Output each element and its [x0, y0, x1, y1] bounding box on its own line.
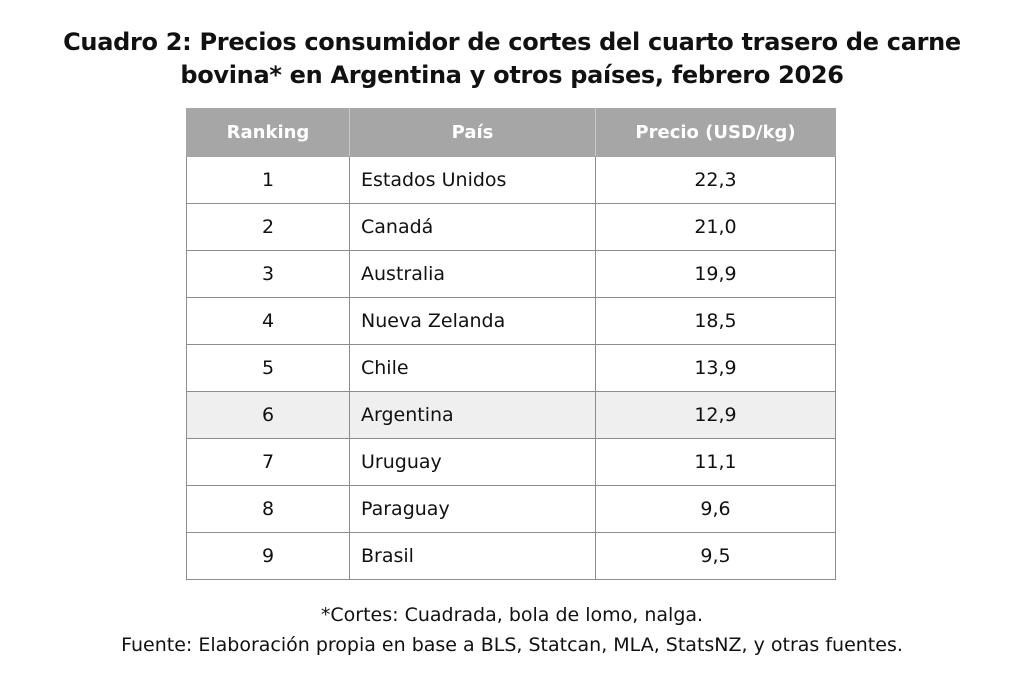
rank-cell: 7 — [186, 438, 350, 486]
column-header-price: Precio (USD/kg) — [595, 108, 836, 157]
rank-cell: 9 — [186, 532, 350, 580]
price-cell: 9,5 — [595, 532, 836, 580]
country-cell: Argentina — [349, 391, 596, 439]
price-cell: 22,3 — [595, 156, 836, 204]
column-header-country: País — [349, 108, 596, 157]
table-title-line-2: bovina* en Argentina y otros países, feb… — [180, 61, 844, 89]
table-row: 7 Uruguay 11,1 — [186, 438, 836, 486]
rank-cell: 5 — [186, 344, 350, 392]
country-cell: Estados Unidos — [349, 156, 596, 204]
price-cell: 21,0 — [595, 203, 836, 251]
table-title: Cuadro 2: Precios consumidor de cortes d… — [30, 26, 994, 92]
country-cell: Nueva Zelanda — [349, 297, 596, 345]
country-cell: Canadá — [349, 203, 596, 251]
footnote: *Cortes: Cuadrada, bola de lomo, nalga. — [320, 604, 704, 626]
price-cell: 12,9 — [595, 391, 836, 439]
country-cell: Brasil — [349, 532, 596, 580]
price-ranking-table: Ranking País Precio (USD/kg) 1 Estados Un… — [186, 108, 836, 580]
column-header-ranking: Ranking — [186, 108, 350, 157]
table-row: 2 Canadá 21,0 — [186, 203, 836, 251]
country-cell: Australia — [349, 250, 596, 298]
rank-cell: 8 — [186, 485, 350, 533]
source-note: Fuente: Elaboración propia en base a BLS… — [121, 634, 903, 656]
country-cell: Paraguay — [349, 485, 596, 533]
table-row: 4 Nueva Zelanda 18,5 — [186, 297, 836, 345]
rank-cell: 2 — [186, 203, 350, 251]
price-cell: 11,1 — [595, 438, 836, 486]
table-row: 1 Estados Unidos 22,3 — [186, 156, 836, 204]
price-cell: 9,6 — [595, 485, 836, 533]
rank-cell: 1 — [186, 156, 350, 204]
table-row: 8 Paraguay 9,6 — [186, 485, 836, 533]
table-header-row: Ranking País Precio (USD/kg) — [186, 108, 836, 157]
table-row: 9 Brasil 9,5 — [186, 532, 836, 580]
table-notes: *Cortes: Cuadrada, bola de lomo, nalga. … — [0, 600, 1024, 660]
country-cell: Uruguay — [349, 438, 596, 486]
country-cell: Chile — [349, 344, 596, 392]
rank-cell: 4 — [186, 297, 350, 345]
price-cell: 19,9 — [595, 250, 836, 298]
table-body: 1 Estados Unidos 22,3 2 Canadá 21,0 3 Australia… — [186, 156, 836, 580]
table-row: 6 Argentina 12,9 — [186, 391, 836, 439]
price-cell: 13,9 — [595, 344, 836, 392]
table-row: 3 Australia 19,9 — [186, 250, 836, 298]
table-row: 5 Chile 13,9 — [186, 344, 836, 392]
table-title-line-1: Cuadro 2: Precios consumidor de cortes d… — [63, 28, 961, 56]
rank-cell: 6 — [186, 391, 350, 439]
rank-cell: 3 — [186, 250, 350, 298]
price-cell: 18,5 — [595, 297, 836, 345]
